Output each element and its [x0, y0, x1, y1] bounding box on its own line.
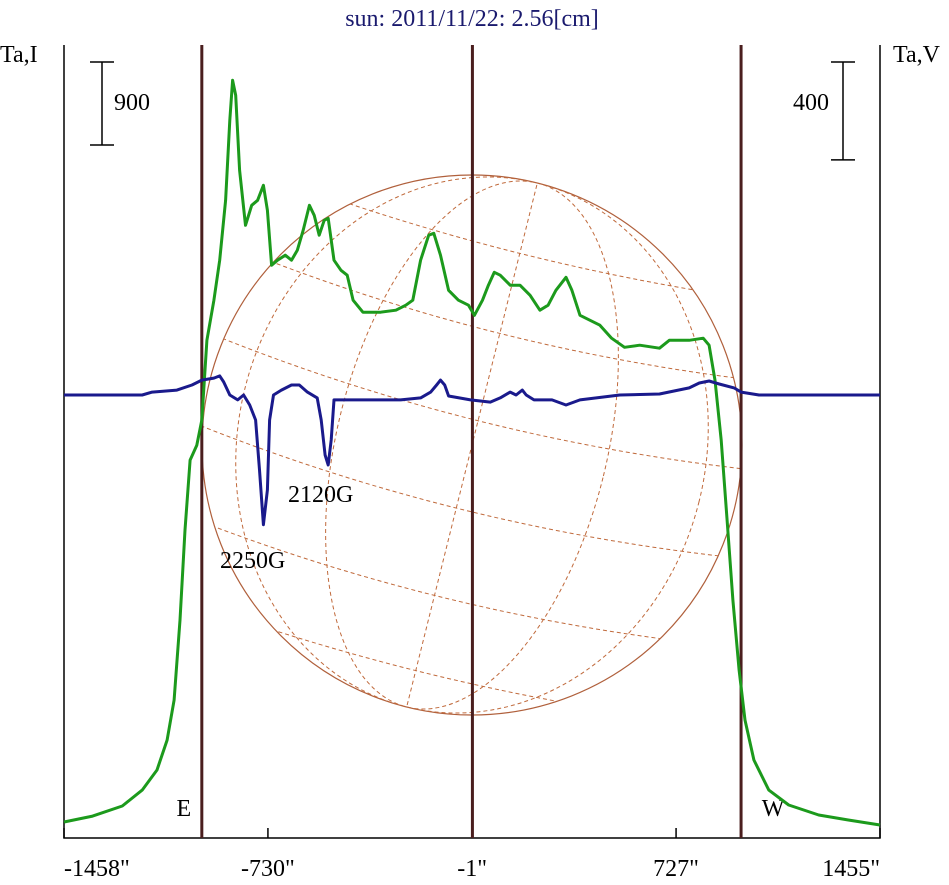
- solar-disk: [146, 167, 800, 724]
- x-tick-label: -1": [457, 856, 487, 882]
- series-line: [63, 78, 881, 827]
- x-tick-label: 1455": [822, 856, 880, 882]
- x-tick-label: -1458": [64, 856, 130, 882]
- x-tick-label: -730": [241, 856, 295, 882]
- chart-title: sun: 2011/11/22: 2.56[cm]: [345, 6, 599, 32]
- x-tick-label: 727": [653, 856, 699, 882]
- annotation: 2120G: [288, 482, 353, 508]
- limb-label: W: [762, 796, 785, 822]
- scale-bar-label: 400: [793, 90, 829, 116]
- series-line: [64, 374, 880, 527]
- limb-label: E: [176, 796, 191, 822]
- annotation: 2250G: [220, 548, 285, 574]
- y-axis-label: Ta,I: [0, 42, 38, 68]
- scale-bar: [90, 61, 114, 146]
- scale-bar: [831, 61, 855, 161]
- scale-bar-label: 900: [114, 90, 150, 116]
- y2-axis-label: Ta,V: [893, 42, 941, 68]
